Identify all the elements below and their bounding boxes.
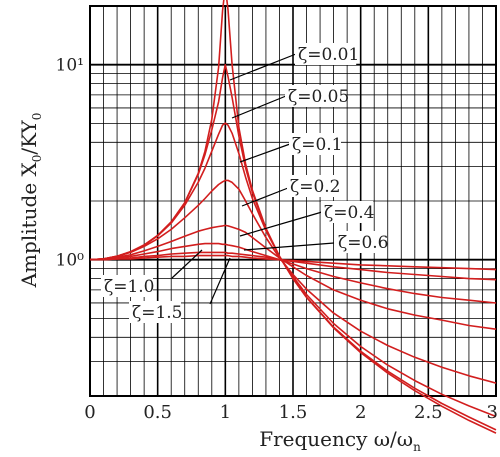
- x-axis-label: Frequency ω/ωn: [259, 427, 421, 454]
- series-line: [89, 224, 497, 330]
- x-tick-label: 1.5: [279, 402, 308, 423]
- x-tick-label: 2: [355, 402, 366, 423]
- annotation-leader-line: [243, 242, 335, 251]
- annotation-leader-line: [171, 249, 203, 279]
- y-tick-label: 10⁰: [56, 251, 85, 271]
- x-tick-label: 0: [84, 402, 95, 423]
- y-axis-label-main: Amplitude X: [17, 161, 41, 288]
- annotation-label: ζ=0.2: [290, 177, 341, 197]
- annotation-leader-line: [231, 95, 287, 119]
- y-axis-label: Amplitude X0/KY0: [17, 113, 44, 289]
- annotation-label: ζ=1.5: [132, 303, 183, 323]
- x-axis-label-sub: n: [413, 440, 421, 454]
- annotation-label: ζ=0.6: [338, 233, 389, 253]
- annotation-leader-line: [209, 257, 231, 305]
- x-tick-label: 3: [487, 402, 498, 423]
- annotation-label: ζ=0.1: [292, 135, 343, 155]
- curves: [89, 0, 497, 434]
- y-axis-label-tail-sub: 0: [30, 113, 44, 121]
- plot-frame: [89, 5, 497, 397]
- annotation-leader-line: [241, 187, 289, 207]
- y-axis-label-tail: /KY: [17, 119, 41, 154]
- y-tick-labels: 10⁰ 10¹: [56, 56, 85, 271]
- series-line: [90, 254, 497, 271]
- series-line: [90, 242, 497, 304]
- annotation-leader-line: [229, 53, 297, 81]
- annotation-leaders: [171, 53, 335, 305]
- series-line: [89, 122, 497, 418]
- series-line: [90, 251, 497, 281]
- y-axis-label-sub: 0: [30, 155, 44, 163]
- x-tick-labels: 0 0.5 1 1.5 2 2.5 3: [84, 402, 498, 423]
- annotation-leader-line: [239, 211, 323, 237]
- annotation-label-background: [289, 133, 341, 155]
- annotation-label-background: [321, 201, 373, 223]
- annotation-label-background: [101, 275, 153, 297]
- annotation-label-background: [285, 85, 347, 107]
- x-tick-label: 0.5: [143, 402, 172, 423]
- grid: [90, 6, 496, 396]
- annotation-label-background: [295, 43, 357, 65]
- annotation-label: ζ=0.4: [324, 203, 375, 223]
- annotation-label-background: [287, 175, 339, 197]
- annotation-label-background: [129, 301, 181, 323]
- annotation-label-background: [335, 231, 387, 253]
- annotation-label: ζ=0.05: [288, 87, 349, 107]
- x-axis-label-main: Frequency ω/ω: [259, 427, 413, 451]
- y-tick-label: 10¹: [56, 56, 84, 76]
- x-tick-label: 1: [220, 402, 231, 423]
- annotation-labels: ζ=0.01 ζ=0.05 ζ=0.1 ζ=0.2 ζ=0.4 ζ=0.6 ζ=1.0 ζ=1…: [101, 43, 389, 323]
- annotation-label: ζ=1.0: [104, 277, 155, 297]
- x-tick-label: 2.5: [414, 402, 443, 423]
- annotation-label: ζ=0.01: [298, 45, 359, 65]
- annotation-leader-line: [239, 143, 291, 163]
- series-line: [89, 179, 497, 384]
